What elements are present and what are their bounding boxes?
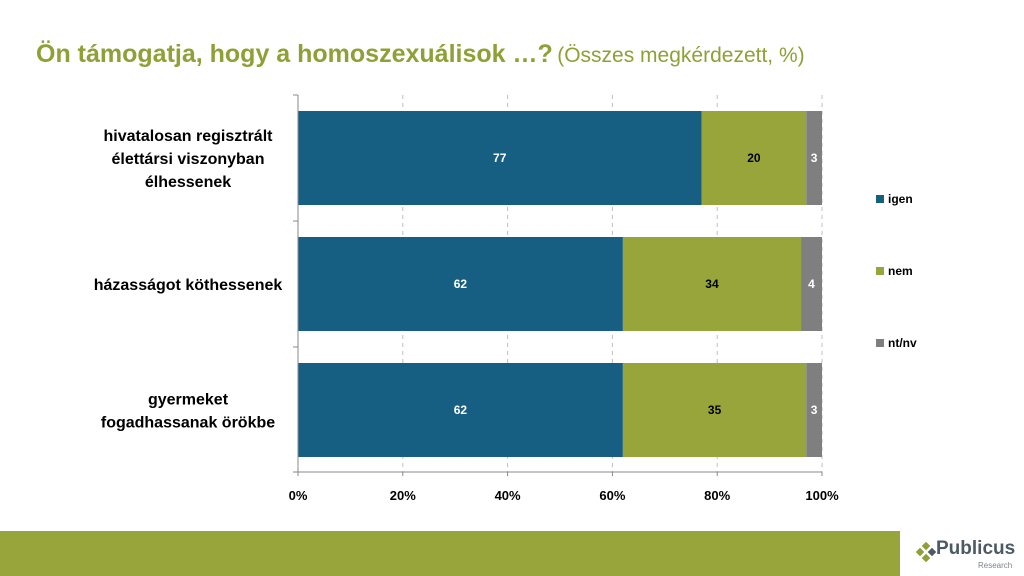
bar-segment-nem bbox=[622, 237, 802, 331]
stacked-bar-chart: 77 20 3 hivatalosan regisztrált élettársi vi… bbox=[94, 94, 917, 503]
logo-subtext: Research bbox=[978, 561, 1013, 570]
category-label: házasságot köthessenek bbox=[94, 277, 283, 294]
data-label: 3 bbox=[811, 151, 818, 165]
data-label: 77 bbox=[493, 151, 507, 165]
data-label: 34 bbox=[705, 277, 719, 291]
legend-label: nem bbox=[888, 264, 913, 278]
data-label: 4 bbox=[808, 277, 815, 291]
category-label: hivatalosan regisztrált bbox=[104, 128, 274, 145]
category-label: gyermeket bbox=[148, 392, 229, 409]
x-tick-label: 80% bbox=[704, 488, 730, 503]
legend-label: igen bbox=[888, 192, 913, 206]
x-tick-label: 60% bbox=[599, 488, 625, 503]
legend-label: nt/nv bbox=[888, 336, 917, 350]
x-tick-label: 100% bbox=[805, 488, 839, 503]
category-label: fogadhassanak örökbe bbox=[101, 415, 275, 432]
title-main: Ön támogatja, hogy a homoszexuálisok …? bbox=[36, 40, 553, 68]
x-tick-label: 40% bbox=[495, 488, 521, 503]
legend-swatch bbox=[876, 267, 884, 275]
bar-segment-igen bbox=[298, 363, 623, 457]
data-label: 20 bbox=[747, 151, 761, 165]
footer-bar bbox=[0, 531, 900, 576]
legend-swatch bbox=[876, 195, 884, 203]
bar-segment-igen bbox=[298, 111, 702, 205]
bar-segment-nt-nv bbox=[806, 363, 822, 457]
data-label: 62 bbox=[454, 403, 468, 417]
legend-swatch bbox=[876, 339, 884, 347]
publicus-logo: Publicus Research bbox=[916, 536, 1024, 576]
title-sub: (Összes megkérdezett, %) bbox=[557, 44, 805, 67]
category-label: élettársi viszonyban bbox=[112, 151, 265, 168]
x-tick-label: 20% bbox=[390, 488, 416, 503]
logo-text: Publicus bbox=[936, 538, 1016, 559]
chart-title: Ön támogatja, hogy a homoszexuálisok …? … bbox=[36, 40, 805, 69]
data-label: 62 bbox=[454, 277, 468, 291]
logo-diamond-icon bbox=[916, 542, 936, 563]
bar-segment-igen bbox=[298, 237, 623, 331]
category-label: élhessenek bbox=[145, 174, 231, 191]
bar-segment-nem bbox=[701, 111, 807, 205]
bar-segment-nt-nv bbox=[801, 237, 822, 331]
data-label: 35 bbox=[708, 403, 722, 417]
bar-segment-nt-nv bbox=[806, 111, 822, 205]
data-label: 3 bbox=[811, 403, 818, 417]
bar-segment-nem bbox=[622, 363, 807, 457]
x-tick-label: 0% bbox=[289, 488, 308, 503]
